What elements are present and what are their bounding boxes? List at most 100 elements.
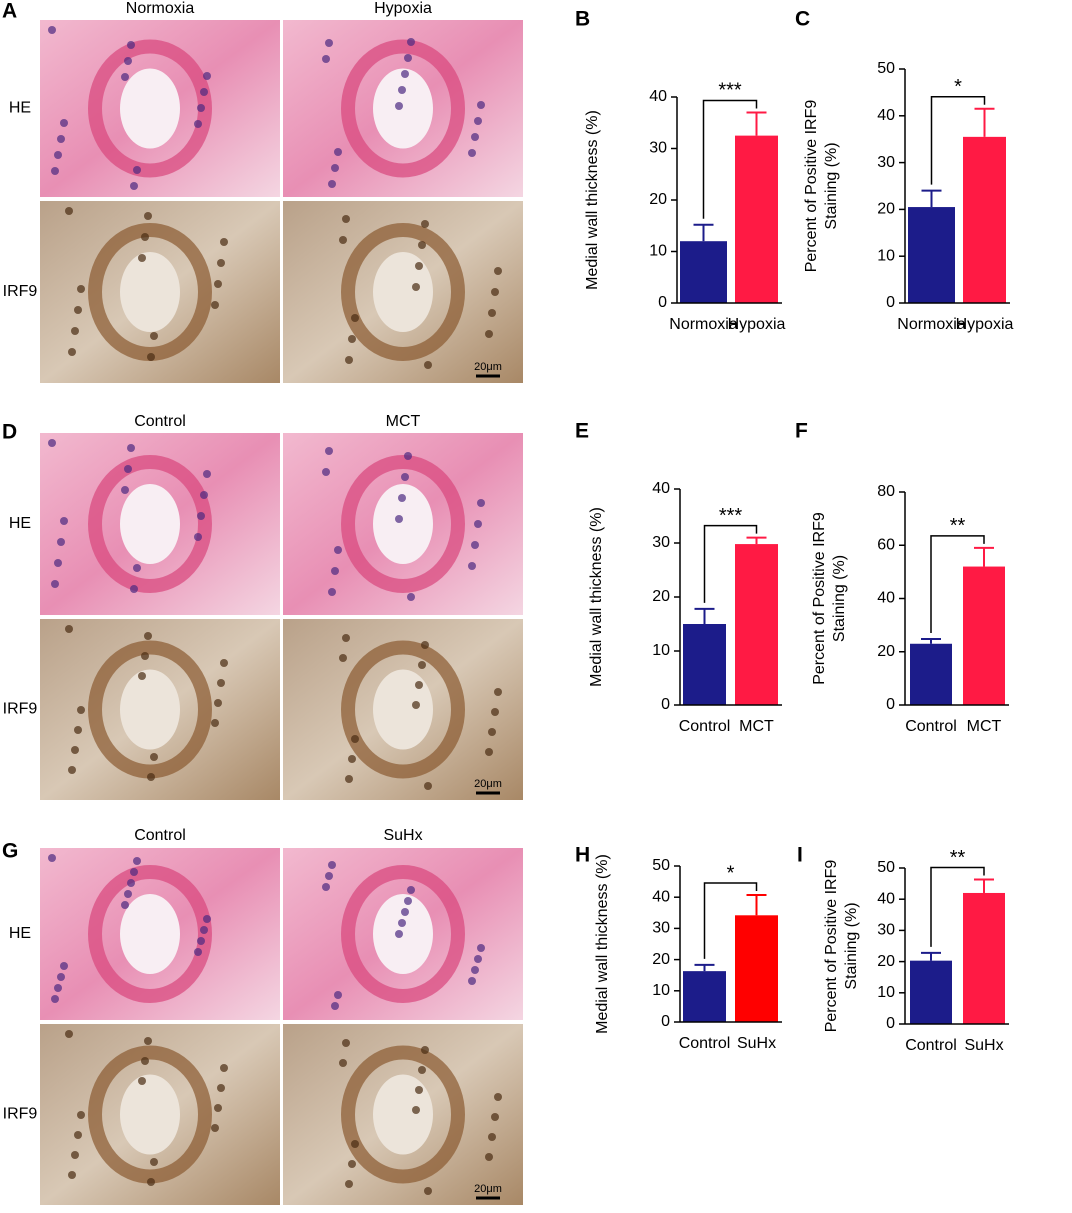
nucleus bbox=[133, 166, 141, 174]
nucleus bbox=[348, 335, 356, 343]
bar bbox=[680, 241, 727, 303]
nucleus bbox=[127, 41, 135, 49]
nucleus bbox=[194, 948, 202, 956]
nucleus bbox=[477, 944, 485, 952]
nucleus bbox=[124, 57, 132, 65]
row-label: HE bbox=[9, 515, 31, 532]
y-tick-label: 80 bbox=[877, 483, 895, 500]
nucleus bbox=[468, 977, 476, 985]
nucleus bbox=[74, 726, 82, 734]
y-tick-label: 20 bbox=[652, 588, 670, 605]
nucleus bbox=[141, 652, 149, 660]
x-tick-label: Control bbox=[679, 1035, 731, 1052]
vessel-wall bbox=[88, 39, 212, 178]
y-axis-label: Percent of Positive IRF9 bbox=[811, 512, 828, 685]
nucleus bbox=[130, 868, 138, 876]
bar bbox=[735, 544, 778, 705]
nucleus bbox=[424, 361, 432, 369]
bar bbox=[963, 136, 1006, 303]
nucleus bbox=[60, 962, 68, 970]
vessel-wall bbox=[88, 865, 212, 1003]
nucleus bbox=[147, 773, 155, 781]
bar bbox=[683, 624, 726, 705]
nucleus bbox=[77, 285, 85, 293]
y-tick-label: 30 bbox=[877, 154, 895, 171]
nucleus bbox=[418, 661, 426, 669]
nucleus bbox=[211, 719, 219, 727]
y-tick-label: 40 bbox=[652, 888, 670, 905]
x-tick-label: Normoxia bbox=[669, 316, 738, 333]
vessel-wall bbox=[341, 1045, 465, 1184]
nucleus bbox=[421, 1046, 429, 1054]
nucleus bbox=[491, 708, 499, 716]
nucleus bbox=[197, 937, 205, 945]
nucleus bbox=[424, 1187, 432, 1195]
nucleus bbox=[415, 1086, 423, 1094]
nucleus bbox=[491, 1113, 499, 1121]
nucleus bbox=[57, 538, 65, 546]
nucleus bbox=[325, 447, 333, 455]
significance-bracket bbox=[702, 99, 758, 219]
nucleus bbox=[407, 886, 415, 894]
significance: *** bbox=[719, 505, 743, 527]
nucleus bbox=[471, 133, 479, 141]
row-label: IRF9 bbox=[3, 701, 38, 718]
nucleus bbox=[415, 262, 423, 270]
scale-bar-label: 20μm bbox=[474, 778, 502, 790]
nucleus bbox=[485, 330, 493, 338]
nucleus bbox=[68, 1171, 76, 1179]
nucleus bbox=[203, 470, 211, 478]
nucleus bbox=[471, 541, 479, 549]
nucleus bbox=[474, 955, 482, 963]
nucleus bbox=[150, 332, 158, 340]
nucleus bbox=[68, 348, 76, 356]
nucleus bbox=[51, 580, 59, 588]
x-tick-label: Control bbox=[905, 1037, 957, 1054]
x-tick-label: Normoxia bbox=[897, 316, 966, 333]
column-title: SuHx bbox=[383, 827, 422, 844]
significance-bracket bbox=[703, 882, 758, 959]
nucleus bbox=[147, 1178, 155, 1186]
nucleus bbox=[77, 1111, 85, 1119]
nucleus bbox=[325, 39, 333, 47]
x-tick-label: SuHx bbox=[737, 1035, 776, 1052]
y-tick-label: 0 bbox=[886, 294, 895, 311]
significance: ** bbox=[950, 847, 966, 869]
nucleus bbox=[214, 699, 222, 707]
nucleus bbox=[474, 520, 482, 528]
y-tick-label: 0 bbox=[661, 1013, 670, 1030]
nucleus bbox=[322, 55, 330, 63]
y-axis-label: Medial wall thickness (%) bbox=[594, 854, 611, 1034]
y-axis-label: Staining (%) bbox=[831, 555, 848, 642]
y-axis-label: Medial wall thickness (%) bbox=[584, 110, 601, 290]
vessel-lumen bbox=[373, 1074, 433, 1155]
column-title: Control bbox=[134, 827, 186, 844]
significance-bracket bbox=[930, 535, 985, 633]
y-tick-label: 40 bbox=[877, 107, 895, 124]
nucleus bbox=[71, 746, 79, 754]
nucleus bbox=[71, 327, 79, 335]
y-tick-label: 40 bbox=[877, 890, 895, 907]
nucleus bbox=[144, 632, 152, 640]
nucleus bbox=[325, 872, 333, 880]
bar bbox=[963, 566, 1005, 705]
nucleus bbox=[418, 1066, 426, 1074]
nucleus bbox=[48, 26, 56, 34]
nucleus bbox=[334, 148, 342, 156]
vessel-lumen bbox=[120, 669, 180, 750]
nucleus bbox=[197, 512, 205, 520]
y-tick-label: 40 bbox=[877, 590, 895, 607]
nucleus bbox=[342, 634, 350, 642]
vessel-wall bbox=[341, 223, 465, 361]
y-tick-label: 20 bbox=[649, 191, 667, 208]
y-tick-label: 50 bbox=[877, 60, 895, 77]
y-tick-label: 10 bbox=[877, 984, 895, 1001]
scale-bar-label: 20μm bbox=[474, 1183, 502, 1195]
row-label: HE bbox=[9, 100, 31, 117]
y-tick-label: 30 bbox=[649, 140, 667, 157]
nucleus bbox=[348, 755, 356, 763]
nucleus bbox=[404, 452, 412, 460]
y-tick-label: 0 bbox=[661, 696, 670, 713]
nucleus bbox=[485, 748, 493, 756]
